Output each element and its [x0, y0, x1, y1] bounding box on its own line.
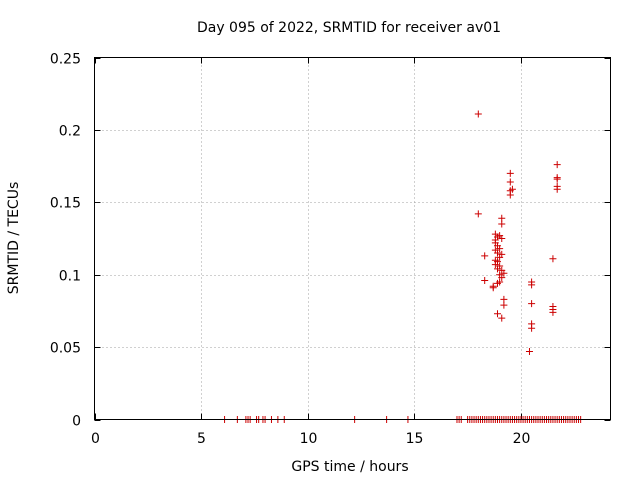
data-point: [474, 210, 482, 218]
y-tick-label: 0.1: [59, 269, 81, 285]
y-axis-label: SRMTID / TECUs: [6, 182, 22, 295]
data-point: [525, 347, 533, 355]
data-point: [500, 269, 508, 277]
data-point: [474, 110, 482, 118]
data-point: [498, 235, 506, 242]
data-point: [549, 255, 557, 263]
data-point: [553, 185, 561, 193]
data-point: [508, 185, 516, 193]
data-point: [498, 314, 506, 322]
data-point: [498, 250, 506, 258]
data-point: [553, 175, 561, 183]
data-points: [221, 110, 585, 423]
plot-frame: [94, 57, 611, 420]
data-point: [528, 281, 536, 289]
data-point: [496, 245, 504, 253]
data-point: [493, 258, 501, 266]
data-point: [549, 308, 557, 316]
chart-title: Day 095 of 2022, SRMTID for receiver av0…: [197, 20, 501, 36]
y-tick-label: 0.05: [50, 341, 81, 357]
data-point: [481, 276, 489, 284]
data-point: [553, 161, 561, 169]
x-tick-label: 0: [91, 431, 100, 447]
data-point: [496, 262, 504, 270]
data-point: [496, 278, 504, 286]
tick-labels: 0 5 10 15 20 0 0.05 0.1 0.15 0.2 0.25: [50, 52, 531, 448]
data-point: [481, 252, 489, 260]
y-tick-label: 0.15: [50, 196, 81, 212]
data-point: [498, 220, 506, 228]
grid-lines: [94, 57, 611, 420]
x-tick-label: 5: [197, 431, 206, 447]
y-tick-label: 0: [72, 414, 81, 430]
data-point: [506, 191, 514, 199]
data-point: [489, 284, 497, 292]
y-tick-label: 0.25: [50, 52, 81, 68]
x-tick-label: 10: [300, 431, 318, 447]
data-point: [528, 324, 536, 332]
x-axis-label: GPS time / hours: [291, 459, 408, 475]
x-tick-label: 15: [406, 431, 424, 447]
data-point: [493, 249, 501, 257]
y-tick-label: 0.2: [59, 124, 81, 140]
data-point: [500, 301, 508, 309]
data-point: [506, 169, 514, 177]
data-point: [506, 178, 514, 186]
data-point: [498, 274, 506, 282]
x-tick-label: 20: [513, 431, 531, 447]
data-point: [528, 300, 536, 308]
data-point: [493, 310, 501, 318]
axis-ticks: [94, 57, 611, 421]
